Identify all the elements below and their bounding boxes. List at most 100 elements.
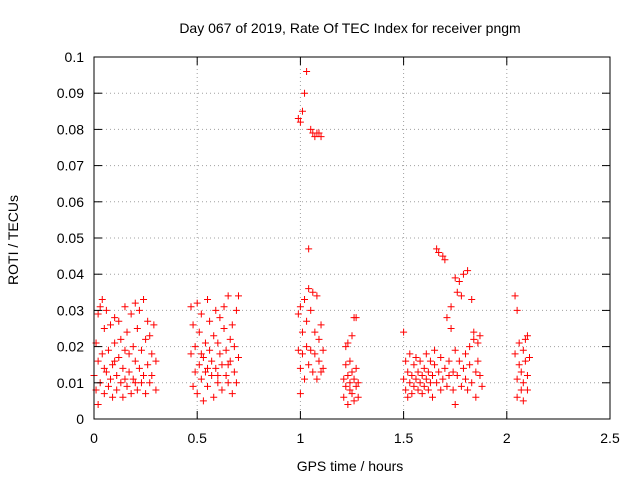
data-point: [311, 328, 319, 336]
data-point: [210, 332, 218, 340]
data-point: [296, 118, 304, 126]
data-point: [342, 361, 350, 369]
x-tick-label: 1: [297, 430, 305, 446]
data-point: [94, 357, 102, 365]
data-point: [462, 350, 470, 358]
data-point: [127, 390, 135, 398]
data-point: [472, 393, 480, 401]
data-point: [226, 335, 234, 343]
data-point: [468, 379, 476, 387]
data-point: [102, 306, 110, 314]
data-point: [412, 375, 420, 383]
data-point: [307, 125, 315, 133]
data-point: [511, 292, 519, 300]
data-point: [426, 357, 434, 365]
data-point: [294, 115, 302, 123]
data-point: [410, 382, 418, 390]
data-point: [410, 361, 418, 369]
data-point: [119, 393, 127, 401]
data-point: [464, 386, 472, 394]
data-point: [109, 393, 117, 401]
data-point: [146, 379, 154, 387]
data-point: [208, 357, 216, 365]
data-point: [474, 339, 482, 347]
data-point: [478, 382, 486, 390]
data-point: [523, 372, 531, 380]
data-point: [96, 303, 104, 311]
data-point: [301, 296, 309, 304]
data-point: [204, 296, 212, 304]
data-point: [232, 379, 240, 387]
data-point: [457, 292, 465, 300]
data-point: [447, 303, 455, 311]
y-tick-label: 0.07: [57, 158, 84, 174]
data-point: [445, 357, 453, 365]
data-point: [416, 379, 424, 387]
data-point: [515, 361, 523, 369]
data-point: [342, 382, 350, 390]
data-point: [352, 364, 360, 372]
data-point: [350, 375, 358, 383]
data-point: [517, 368, 525, 376]
data-point: [354, 379, 362, 387]
data-point: [468, 296, 476, 304]
data-point: [513, 393, 521, 401]
data-point: [140, 372, 148, 380]
data-point: [115, 317, 123, 325]
data-point: [406, 379, 414, 387]
data-point: [459, 270, 467, 278]
data-point: [303, 67, 311, 75]
data-point: [309, 288, 317, 296]
data-point: [298, 350, 306, 358]
data-point: [424, 386, 432, 394]
data-point: [433, 245, 441, 253]
data-point: [457, 382, 465, 390]
data-point: [464, 267, 472, 275]
data-point: [133, 325, 141, 332]
data-point: [204, 382, 212, 390]
data-point: [129, 343, 137, 351]
data-point: [197, 350, 205, 358]
data-point: [422, 375, 430, 383]
data-point: [439, 252, 447, 260]
data-point: [428, 372, 436, 380]
data-point: [311, 350, 319, 358]
data-point: [340, 393, 348, 401]
data-point: [208, 372, 216, 380]
x-tick-label: 2: [503, 430, 511, 446]
data-point: [346, 379, 354, 387]
data-point: [305, 361, 313, 369]
data-point: [470, 328, 478, 336]
x-tick-label: 0.5: [187, 430, 207, 446]
data-point: [350, 397, 358, 405]
data-point: [131, 357, 139, 365]
data-point: [210, 393, 218, 401]
data-point: [234, 353, 242, 361]
data-point: [220, 325, 228, 332]
data-point: [344, 372, 352, 380]
data-point: [224, 361, 232, 369]
data-point: [521, 335, 529, 343]
data-point: [449, 386, 457, 394]
data-point: [315, 357, 323, 365]
data-point: [216, 314, 224, 322]
data-point: [102, 368, 110, 376]
data-point: [523, 386, 531, 394]
data-point: [301, 89, 309, 97]
data-point: [296, 390, 304, 398]
data-point: [420, 364, 428, 372]
axis-ticks: 0 0.01 0.02 0.03 0.04 0.05 0.06 0.07 0.08 0.09 0.1…: [57, 49, 620, 446]
data-point: [137, 346, 145, 354]
data-point: [342, 343, 350, 351]
data-point: [441, 364, 449, 372]
data-point: [191, 343, 199, 351]
data-point: [127, 310, 135, 318]
data-point: [453, 288, 461, 296]
data-point: [123, 328, 131, 336]
data-point: [104, 346, 112, 354]
data-point: [298, 328, 306, 336]
data-point: [115, 353, 123, 361]
data-point: [214, 372, 222, 380]
y-tick-label: 0.02: [57, 339, 84, 355]
